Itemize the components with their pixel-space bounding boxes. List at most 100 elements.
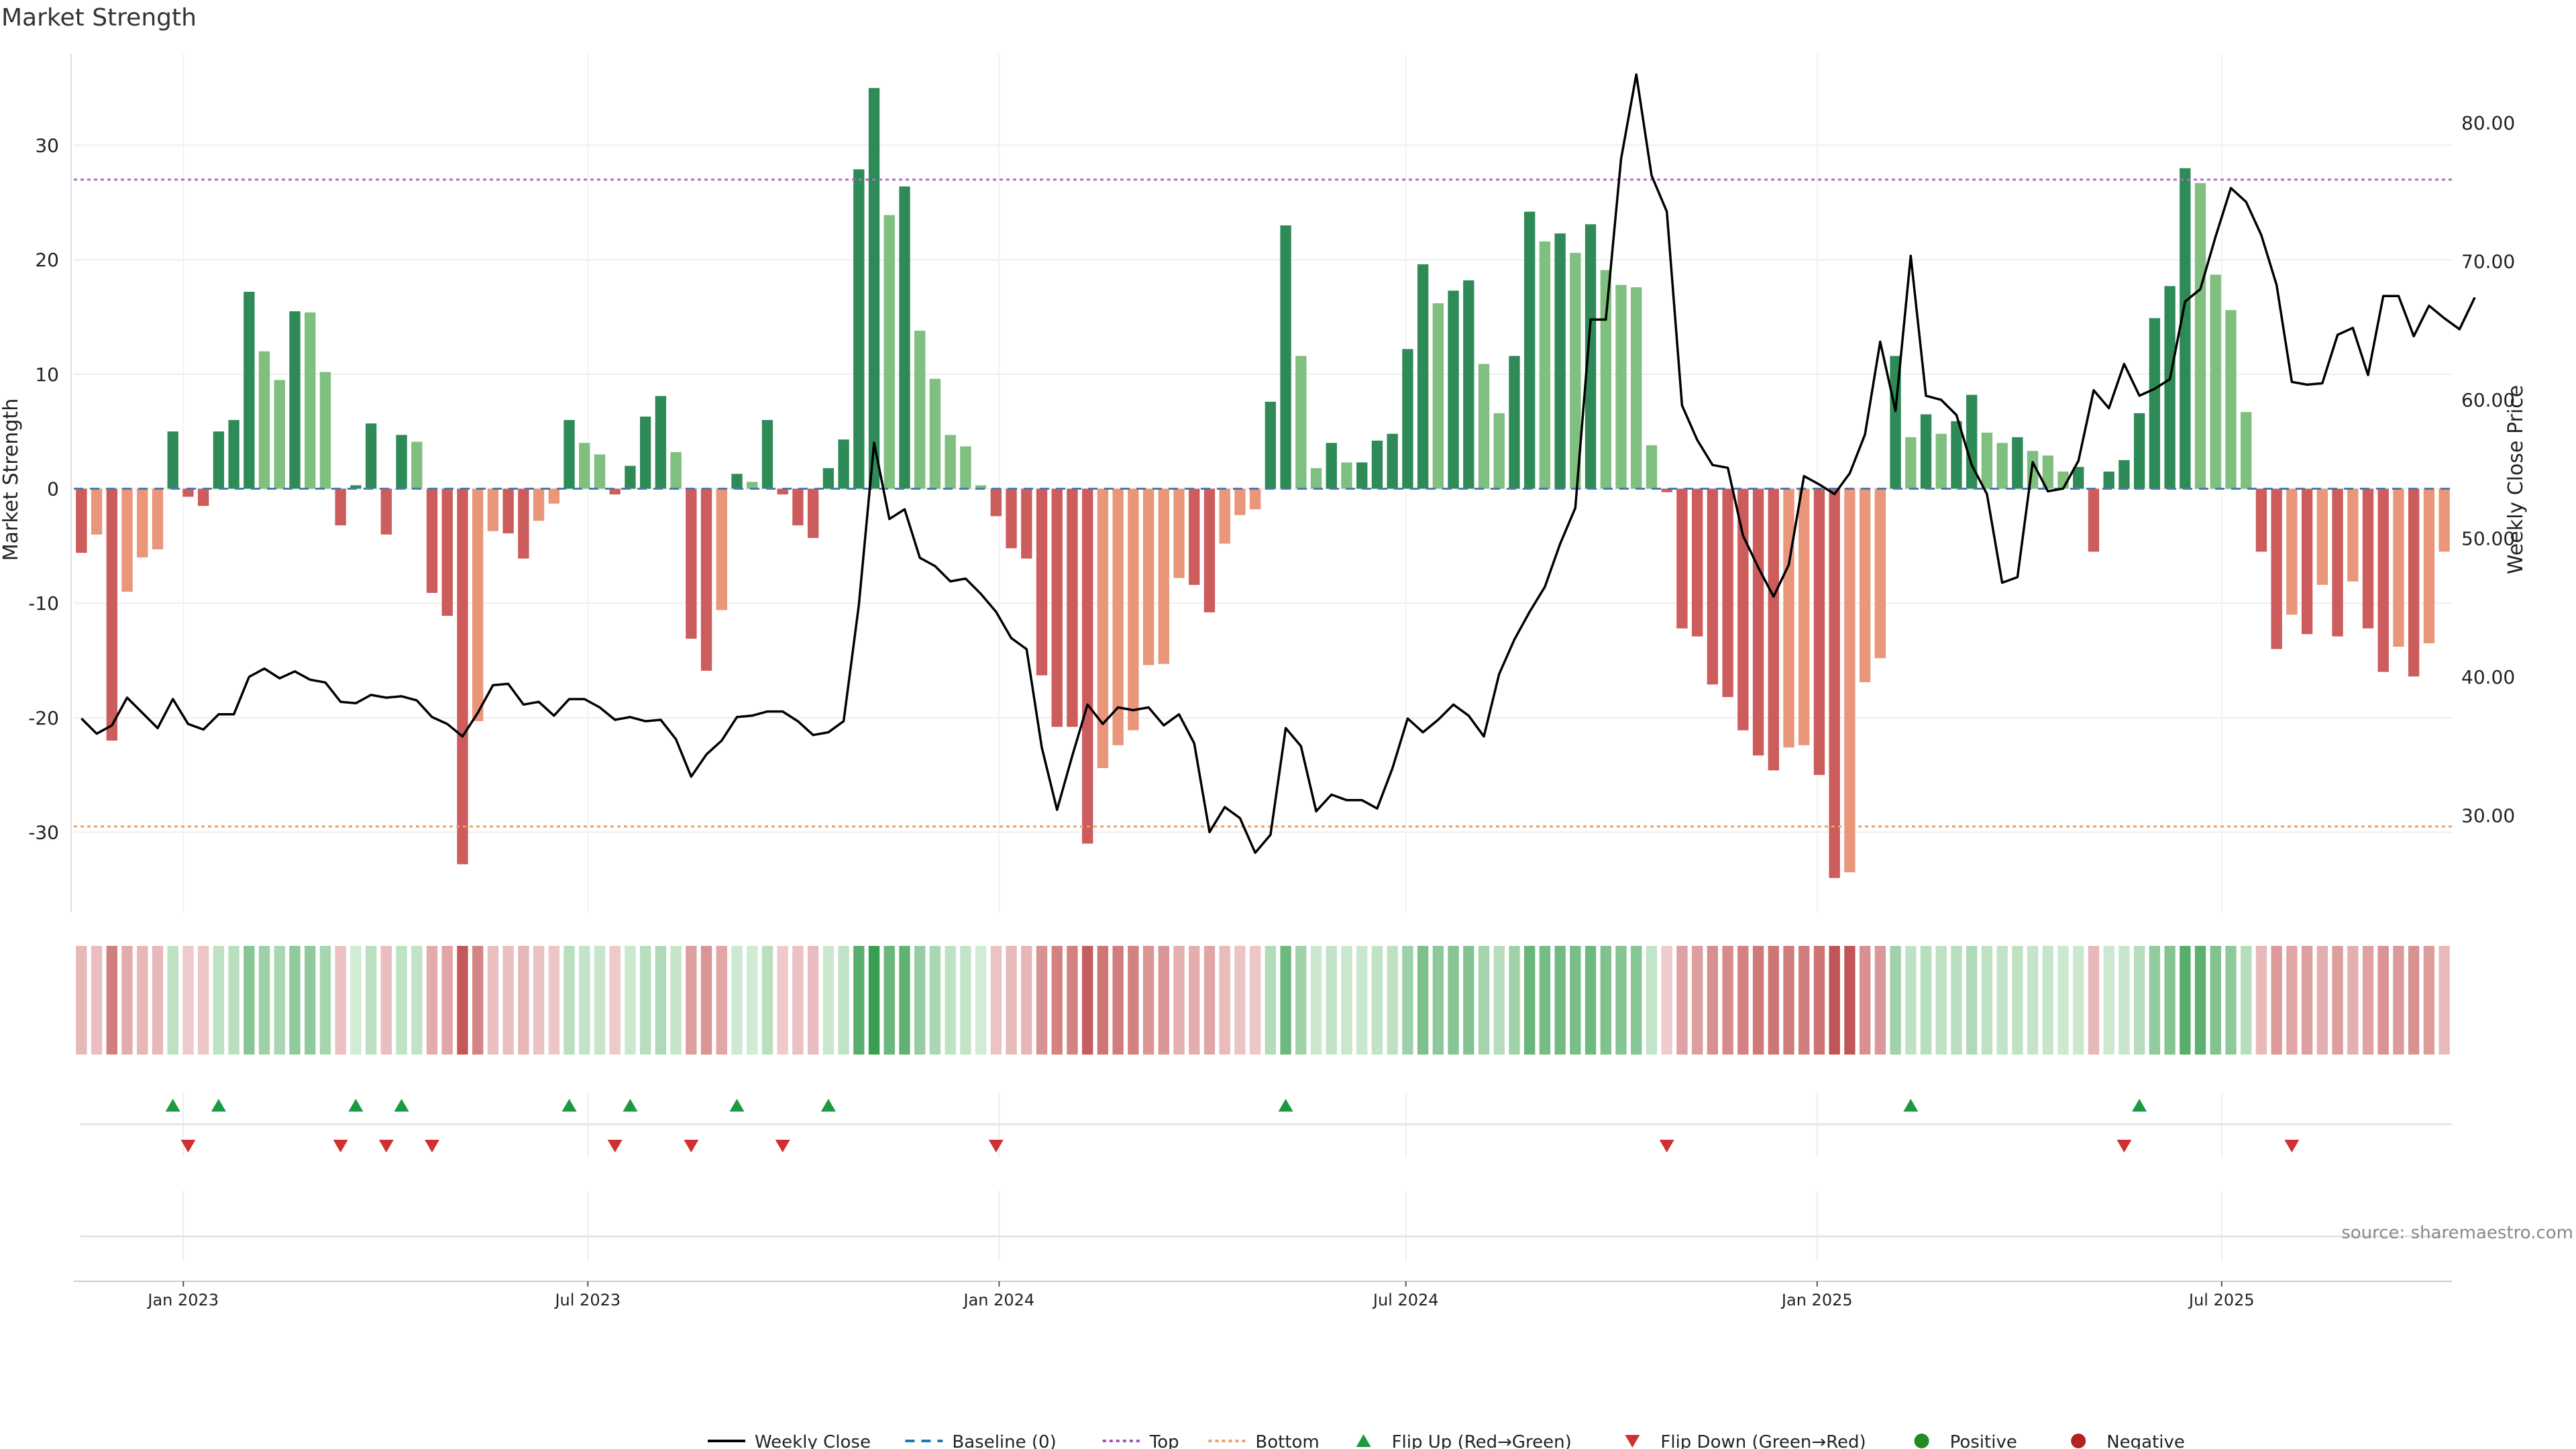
heat-cell (1951, 946, 1962, 1055)
flip-markers-panel (80, 1093, 2452, 1261)
strength-bar (502, 488, 514, 534)
heat-cell (594, 946, 606, 1055)
heat-cell (1996, 946, 2008, 1055)
strength-bar (137, 488, 148, 557)
heat-cell (228, 946, 239, 1055)
strength-bar (396, 435, 407, 489)
strength-bar (2362, 488, 2374, 629)
flip-up-marker (1903, 1099, 1919, 1112)
strength-bar (258, 351, 270, 489)
strength-bar (747, 482, 758, 489)
heat-cell (1234, 946, 1246, 1055)
strength-bar (1036, 488, 1048, 676)
heat-cell (1966, 946, 1978, 1055)
heat-cell (1081, 946, 1093, 1055)
strength-bar (579, 443, 590, 489)
strength-bar (2393, 488, 2404, 647)
heat-cell (380, 946, 392, 1055)
strength-bar (182, 488, 194, 497)
strength-bar (945, 435, 956, 489)
heat-cell (472, 946, 484, 1055)
strength-bar (868, 88, 880, 489)
heat-cell (1981, 946, 1993, 1055)
strength-bar (487, 488, 499, 531)
heat-cell (670, 946, 682, 1055)
heat-cell (533, 946, 545, 1055)
strength-bar (1341, 462, 1352, 489)
heat-cell (1722, 946, 1733, 1055)
strength-bar (2377, 488, 2389, 672)
heat-cell (1676, 946, 1688, 1055)
heat-cell (2255, 946, 2267, 1055)
heat-cell (106, 946, 117, 1055)
strength-bar (2194, 182, 2206, 489)
legend-label: Positive (1950, 1432, 2017, 1449)
strength-bar (380, 488, 392, 535)
heat-cell (197, 946, 209, 1055)
strength-bar (960, 446, 971, 489)
heat-cell (1128, 946, 1139, 1055)
strength-bar (655, 396, 667, 489)
heat-cell (1539, 946, 1551, 1055)
heat-cell (2438, 946, 2450, 1055)
y2-tick-label: 50.00 (2461, 528, 2515, 550)
legend-item: Top (1102, 1432, 1179, 1449)
heat-cell (1554, 946, 1566, 1055)
heat-cell (152, 946, 164, 1055)
heat-cell (807, 946, 819, 1055)
strength-bar (1615, 284, 1627, 489)
flip-up-marker (561, 1099, 577, 1112)
strength-bars (76, 88, 2450, 878)
legend-label: Negative (2106, 1432, 2185, 1449)
heat-cell (868, 946, 880, 1055)
heat-cell (2271, 946, 2282, 1055)
strength-bar (990, 488, 1002, 517)
flip-down-marker (2116, 1140, 2132, 1152)
strength-bar (899, 186, 910, 489)
strength-bar (1493, 413, 1505, 489)
strength-bar (2133, 413, 2145, 489)
strength-bar (2012, 437, 2023, 489)
strength-bar (244, 291, 255, 489)
heat-cell (579, 946, 590, 1055)
heat-cell (1905, 946, 1917, 1055)
heat-cell (1203, 946, 1216, 1055)
strength-bar (1203, 488, 1216, 612)
heat-cell (2393, 946, 2404, 1055)
heat-cell (1768, 946, 1779, 1055)
heat-cell (518, 946, 529, 1055)
heat-cell (2180, 946, 2191, 1055)
strength-bar (625, 466, 636, 489)
strength-bar (2347, 488, 2359, 582)
legend-label: Baseline (0) (952, 1432, 1056, 1449)
strength-bar (518, 488, 529, 559)
strength-bar (1874, 488, 1886, 659)
heat-cell (137, 946, 148, 1055)
strength-bar (807, 488, 819, 538)
strength-bar (2255, 488, 2267, 552)
heat-cell (747, 946, 758, 1055)
strength-bar (1661, 488, 1672, 492)
strength-bar (1189, 488, 1200, 585)
heat-cell (1493, 946, 1505, 1055)
heat-cell (1326, 946, 1337, 1055)
heat-cell (1585, 946, 1597, 1055)
strength-bar (1752, 488, 1764, 756)
strength-bar (548, 488, 559, 504)
heat-cell (244, 946, 255, 1055)
strength-bar (883, 215, 895, 489)
heat-cell (1189, 946, 1200, 1055)
heat-cell (990, 946, 1002, 1055)
strength-bar (838, 439, 849, 489)
strength-bar (1585, 224, 1597, 489)
heat-cell (1890, 946, 1901, 1055)
heat-cell (2149, 946, 2161, 1055)
heat-cell (335, 946, 346, 1055)
heat-cell (1432, 946, 1444, 1055)
heat-cell (1859, 946, 1871, 1055)
strength-bar (2316, 488, 2328, 585)
heat-cell (2057, 946, 2069, 1055)
heat-cell (975, 946, 987, 1055)
heat-cell (502, 946, 514, 1055)
y2-tick-label: 30.00 (2461, 804, 2515, 826)
